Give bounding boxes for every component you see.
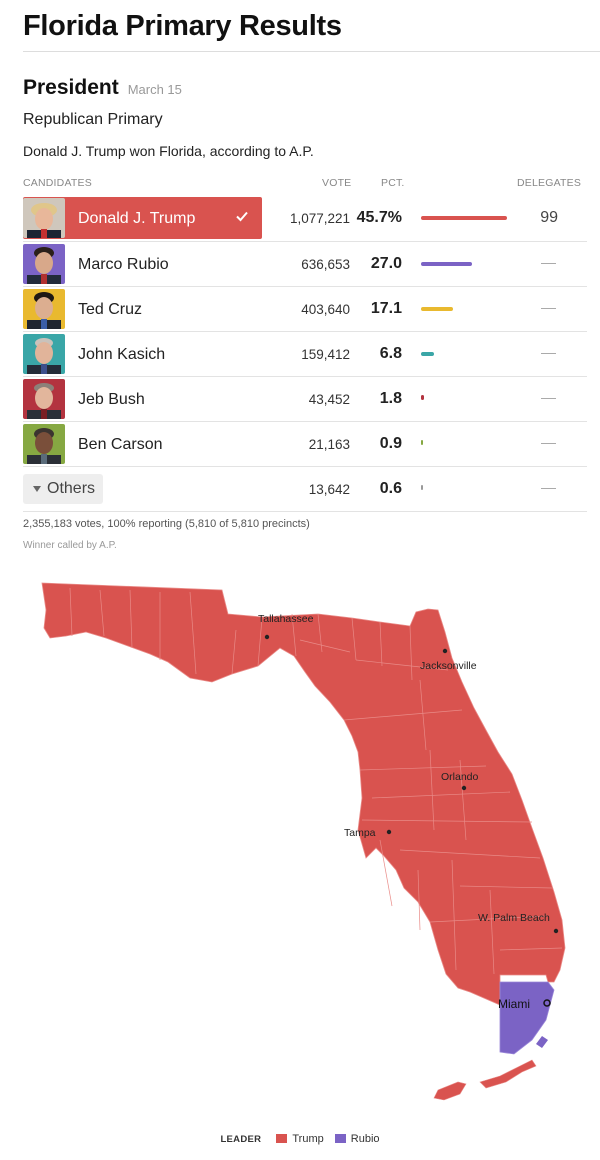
page-title: Florida Primary Results xyxy=(23,10,342,42)
candidate-row-bush: Jeb Bush 43,452 1.8 xyxy=(23,376,587,421)
svg-text:Orlando: Orlando xyxy=(441,771,479,783)
candidate-photo-trump xyxy=(23,198,65,238)
column-header-delegates: DELEGATES xyxy=(517,177,582,189)
svg-text:Jacksonville: Jacksonville xyxy=(420,660,477,672)
percent-bar xyxy=(421,395,425,400)
candidate-row-rubio: Marco Rubio 636,653 27.0 xyxy=(23,241,587,286)
candidate-photo-cruz xyxy=(23,289,65,329)
vote-percent: 6.8 xyxy=(379,345,402,362)
delegate-dash xyxy=(541,263,556,264)
triangle-down-icon xyxy=(33,486,41,492)
column-header-vote: VOTE xyxy=(322,177,352,189)
vote-count: 13,642 xyxy=(308,482,350,497)
winner-highlight: Donald J. Trump xyxy=(23,197,262,239)
map-legend: LEADER Trump Rubio xyxy=(0,1133,600,1145)
city-miami: Miami xyxy=(498,997,551,1011)
candidate-photo-kasich xyxy=(23,334,65,374)
candidate-row-carson: Ben Carson 21,163 0.9 xyxy=(23,421,587,466)
legend-label: Rubio xyxy=(350,1133,380,1146)
svg-text:W. Palm Beach: W. Palm Beach xyxy=(478,912,550,924)
county-borders xyxy=(69,587,563,975)
legend-title: LEADER xyxy=(220,1133,262,1145)
trump-counties-region xyxy=(41,582,566,1006)
percent-bar xyxy=(421,307,454,311)
candidate-name: Jeb Bush xyxy=(78,391,145,408)
candidate-name: Marco Rubio xyxy=(78,256,169,273)
vote-count: 403,640 xyxy=(301,302,350,317)
candidate-row-kasich: John Kasich 159,412 6.8 xyxy=(23,331,587,376)
called-by: Winner called by A.P. xyxy=(23,540,117,551)
race-type: Republican Primary xyxy=(23,111,163,128)
others-label: Others xyxy=(47,480,96,497)
city-orlando: Orlando xyxy=(441,771,479,791)
race-header: President March 15 xyxy=(23,76,182,100)
candidate-row-trump: Donald J. Trump 1,077,221 45.7% 99 xyxy=(23,196,587,241)
legend-swatch-trump xyxy=(276,1134,288,1144)
candidate-photo-carson xyxy=(23,424,65,464)
candidate-photo-bush xyxy=(23,379,65,419)
city-markers: Tallahassee Jacksonville Orlando Tampa W… xyxy=(258,613,559,1011)
keys-islands xyxy=(479,1059,537,1089)
vote-count: 21,163 xyxy=(308,437,350,452)
svg-text:Tallahassee: Tallahassee xyxy=(258,613,314,625)
candidate-name: Donald J. Trump xyxy=(78,210,196,227)
table-bottom-divider xyxy=(23,511,587,512)
city-tallahassee: Tallahassee xyxy=(258,613,314,640)
legend-swatch-rubio xyxy=(334,1134,346,1144)
others-toggle-button[interactable]: Others xyxy=(23,474,103,504)
percent-bar xyxy=(421,352,434,356)
legend-item-trump: Trump xyxy=(276,1133,324,1146)
florida-state-shape xyxy=(41,582,566,1101)
candidate-row-cruz: Ted Cruz 403,640 17.1 xyxy=(23,286,587,331)
svg-text:Miami: Miami xyxy=(498,997,530,1011)
reporting-status: 2,355,183 votes, 100% reporting (5,810 o… xyxy=(23,518,310,530)
percent-bar xyxy=(421,485,423,490)
vote-percent: 45.7% xyxy=(356,209,402,226)
vote-percent: 1.8 xyxy=(379,390,402,407)
delegate-dash xyxy=(541,443,556,444)
keys-islands-east xyxy=(536,1036,548,1048)
candidate-photo-rubio xyxy=(23,244,65,284)
vote-count: 43,452 xyxy=(308,392,350,407)
vote-percent: 27.0 xyxy=(370,255,402,272)
delegate-dash xyxy=(541,353,556,354)
candidate-row-others: Others 13,642 0.6 xyxy=(23,466,587,511)
candidate-name: Ben Carson xyxy=(78,436,163,453)
county-results-map: Tallahassee Jacksonville Orlando Tampa W… xyxy=(41,582,566,1101)
title-divider xyxy=(23,51,600,52)
check-icon xyxy=(236,211,248,222)
race-date: March 15 xyxy=(127,82,182,97)
race-summary: Donald J. Trump won Florida, according t… xyxy=(23,143,314,159)
vote-percent: 0.6 xyxy=(379,480,402,497)
rubio-counties-region xyxy=(499,981,555,1055)
legend-item-rubio: Rubio xyxy=(334,1133,380,1146)
vote-percent: 17.1 xyxy=(370,300,402,317)
percent-bar xyxy=(421,262,472,266)
vote-count: 159,412 xyxy=(301,347,350,362)
delegate-dash xyxy=(541,308,556,309)
delegate-dash xyxy=(541,398,556,399)
percent-bar xyxy=(421,440,423,445)
vote-count: 636,653 xyxy=(301,257,350,272)
percent-bar xyxy=(421,216,507,220)
column-header-candidates: CANDIDATES xyxy=(23,177,92,189)
city-west-palm-beach: W. Palm Beach xyxy=(478,912,559,934)
candidate-name: Ted Cruz xyxy=(78,301,143,318)
vote-count: 1,077,221 xyxy=(289,211,350,226)
svg-text:Tampa: Tampa xyxy=(344,827,376,839)
vote-percent: 0.9 xyxy=(379,435,402,452)
city-jacksonville: Jacksonville xyxy=(420,648,477,672)
candidate-name: John Kasich xyxy=(78,346,166,363)
keys-islands-west xyxy=(433,1081,467,1101)
delegate-dash xyxy=(541,488,556,489)
race-office: President xyxy=(23,76,119,99)
column-header-pct: PCT. xyxy=(381,177,405,189)
legend-label: Trump xyxy=(292,1133,324,1146)
delegate-count: 99 xyxy=(540,209,558,226)
city-tampa: Tampa xyxy=(344,827,392,839)
